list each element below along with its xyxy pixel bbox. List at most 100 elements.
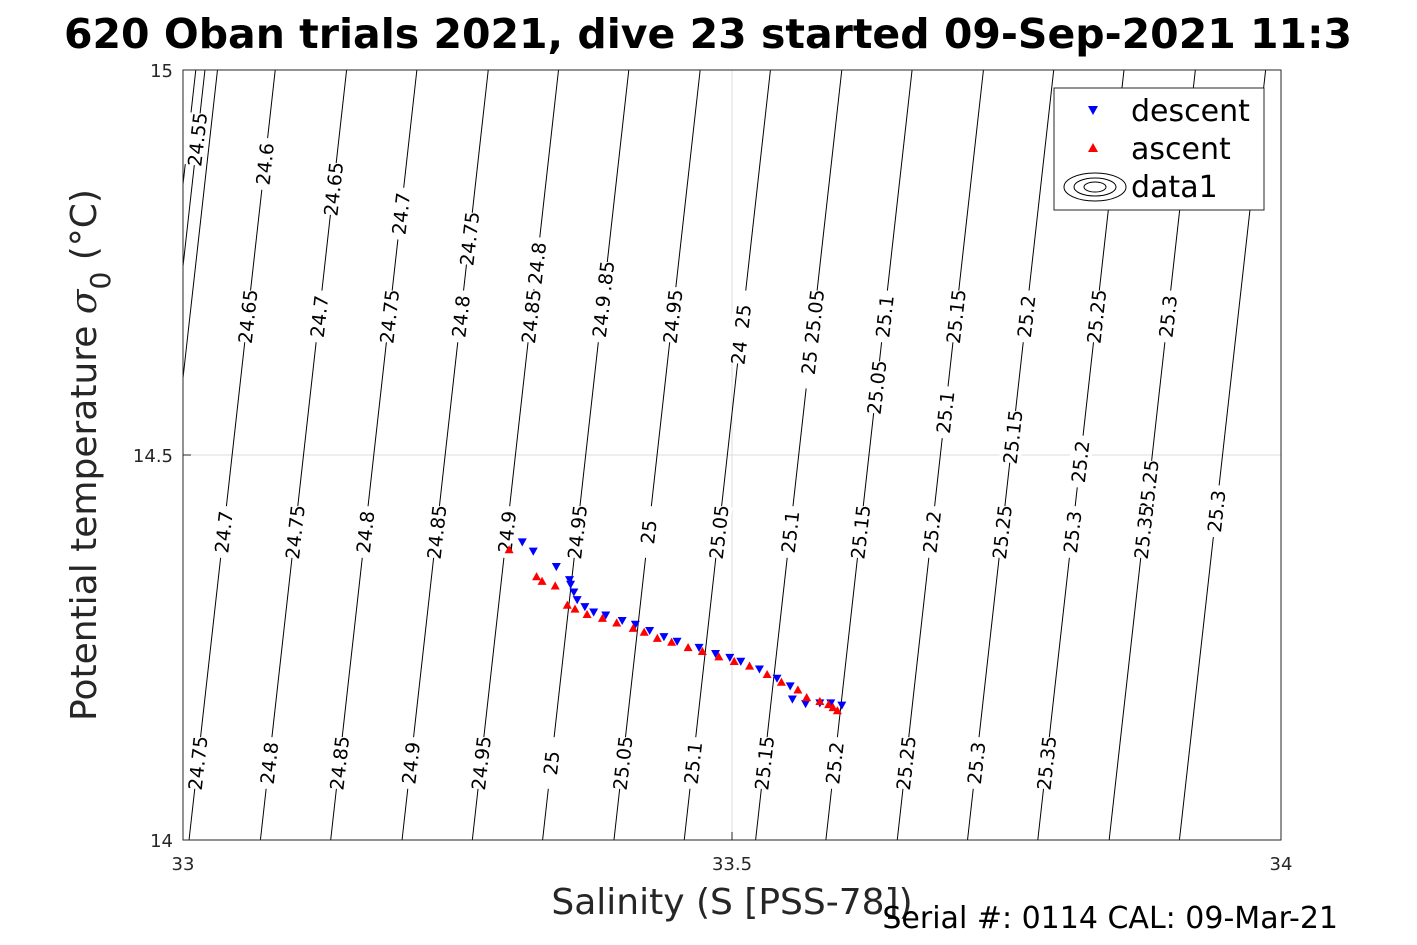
descent-point bbox=[694, 643, 704, 652]
ascent-point bbox=[652, 633, 662, 642]
descent-point bbox=[572, 596, 582, 605]
descent-point bbox=[659, 633, 669, 642]
ascent-point bbox=[537, 576, 547, 585]
isopycnal-label-bg bbox=[183, 112, 212, 167]
y-axis-label-sigma: σ bbox=[64, 288, 105, 314]
isopycnal-label-bg bbox=[455, 211, 484, 266]
ascent-point bbox=[504, 545, 514, 554]
descent-point bbox=[725, 653, 735, 663]
ascent-point bbox=[714, 652, 724, 661]
isopycnal-label: 25 bbox=[637, 519, 662, 545]
isopycnal-label: 25 bbox=[732, 303, 757, 329]
x-axis-label: Salinity (S [PSS-78]) bbox=[551, 882, 912, 923]
ascent-point bbox=[532, 572, 542, 581]
isopycnal-label-bg bbox=[517, 289, 545, 344]
isopycnal-label-bg bbox=[386, 186, 415, 241]
ascent-point bbox=[828, 703, 838, 712]
isopycnal-label: 25.1 bbox=[933, 390, 960, 434]
isopycnal-label: 24.9 bbox=[589, 294, 616, 338]
isopycnal-label-bg bbox=[492, 504, 521, 560]
isopycnal-line bbox=[683, 69, 771, 841]
y-tick-label: 14 bbox=[150, 831, 173, 852]
isopycnal-label: 24.7 bbox=[389, 191, 416, 235]
y-axis-label-unit: (°C) bbox=[64, 189, 105, 272]
isopycnal-label-bg bbox=[729, 289, 757, 344]
legend-ascent-label: ascent bbox=[1131, 132, 1231, 167]
isopycnal-label: 24.8 bbox=[448, 294, 475, 338]
isopycnal-label-bg bbox=[658, 289, 687, 344]
descent-point bbox=[601, 611, 611, 620]
isopycnal-label-bg bbox=[750, 735, 779, 791]
isopycnal-label-bg bbox=[255, 735, 283, 791]
ascent-point bbox=[762, 669, 772, 679]
isopycnal-label-bg bbox=[776, 504, 804, 560]
isopycnal-label-bg bbox=[820, 735, 849, 791]
isopycnal-label: 25.2 bbox=[1014, 294, 1041, 338]
isopycnal-label: 25.2 bbox=[822, 741, 849, 785]
isopycnal-label-bg bbox=[1202, 484, 1231, 539]
isopycnal-label: 25.2 bbox=[1068, 439, 1095, 483]
isopycnal-label-bg bbox=[962, 735, 990, 791]
x-tick-label: 34 bbox=[1270, 854, 1293, 875]
ascent-point bbox=[550, 581, 560, 590]
isopycnal-label: 24.9 bbox=[398, 741, 425, 785]
isopycnal-label-bg bbox=[892, 735, 920, 791]
legend-descent-marker bbox=[1088, 106, 1098, 115]
isopycnal-label-bg bbox=[917, 504, 946, 560]
ascent-point bbox=[793, 685, 803, 694]
legend-descent-label: descent bbox=[1131, 94, 1250, 129]
isopycnal-line bbox=[188, 69, 276, 841]
isopycnal-label-bg bbox=[998, 409, 1027, 464]
isopycnal-label-bg bbox=[634, 504, 663, 560]
descent-point bbox=[837, 701, 847, 710]
isopycnal-label-bg bbox=[587, 289, 616, 344]
legend-box bbox=[1053, 87, 1265, 211]
isopycnal-label: 25.3 bbox=[964, 741, 991, 785]
y-axis-ticks: 14 14.5 15 bbox=[133, 61, 191, 852]
isopycnal-label-bg bbox=[795, 335, 823, 390]
isopycnal-label: 25.3 bbox=[1155, 294, 1182, 338]
isopycnal-label: 25.1 bbox=[872, 294, 899, 338]
isopycnal-label-bg bbox=[1058, 504, 1087, 560]
ascent-point bbox=[802, 693, 812, 702]
x-tick-label: 33.5 bbox=[712, 854, 752, 875]
isopycnal-label-bg bbox=[375, 289, 404, 344]
x-axis-ticks: 33 33.5 34 bbox=[172, 832, 1293, 875]
isopycnal-label: 25 bbox=[540, 750, 565, 776]
isopycnal-label: 24.7 bbox=[211, 510, 238, 554]
descent-point bbox=[517, 538, 527, 547]
isopycnal-label-bg bbox=[319, 161, 348, 217]
isopycnal-labels: 24.55 24.624.6524.724.7524.6524.724.7524.… bbox=[183, 111, 1231, 791]
isopycnal-label-bg bbox=[800, 289, 829, 344]
isopycnal-line bbox=[542, 69, 630, 841]
ascent-point bbox=[697, 646, 707, 655]
y-axis-label-main: Potential temperature bbox=[64, 314, 105, 721]
descent-point bbox=[630, 620, 640, 629]
descent-point bbox=[754, 665, 764, 674]
legend: descent ascent data1 bbox=[1053, 87, 1265, 211]
descent-point bbox=[566, 580, 576, 589]
descent-point bbox=[785, 682, 795, 691]
ascent-point bbox=[729, 656, 739, 665]
isopycnal-label: 24.8 bbox=[525, 241, 552, 285]
isopycnal-label-bg bbox=[250, 136, 279, 192]
isopycnal-label-bg bbox=[931, 385, 959, 440]
ascent-point bbox=[815, 696, 825, 705]
ascent-point bbox=[832, 706, 842, 715]
descent-point bbox=[711, 650, 721, 659]
isopycnal-label-bg bbox=[281, 504, 309, 560]
isopycnal-label-bg bbox=[608, 735, 637, 791]
isopycnal-label-bg bbox=[1012, 289, 1040, 344]
isopycnal-label-bg bbox=[1134, 459, 1163, 514]
isopycnal-line bbox=[471, 69, 560, 841]
isopycnal-label-bg bbox=[523, 236, 551, 291]
y-tick-label: 14.5 bbox=[133, 446, 173, 467]
isopycnal-label-bg bbox=[396, 735, 425, 791]
descent-point bbox=[589, 608, 599, 617]
isopycnal-label-bg bbox=[988, 504, 1016, 560]
ascent-point bbox=[639, 627, 649, 636]
isopycnal-label: 24.6 bbox=[252, 142, 279, 186]
descent-point bbox=[564, 576, 574, 585]
isopycnal-label-bg bbox=[446, 289, 475, 344]
serial-cal-footer: Serial #: 0114 CAL: 09-Mar-21 bbox=[882, 901, 1338, 936]
